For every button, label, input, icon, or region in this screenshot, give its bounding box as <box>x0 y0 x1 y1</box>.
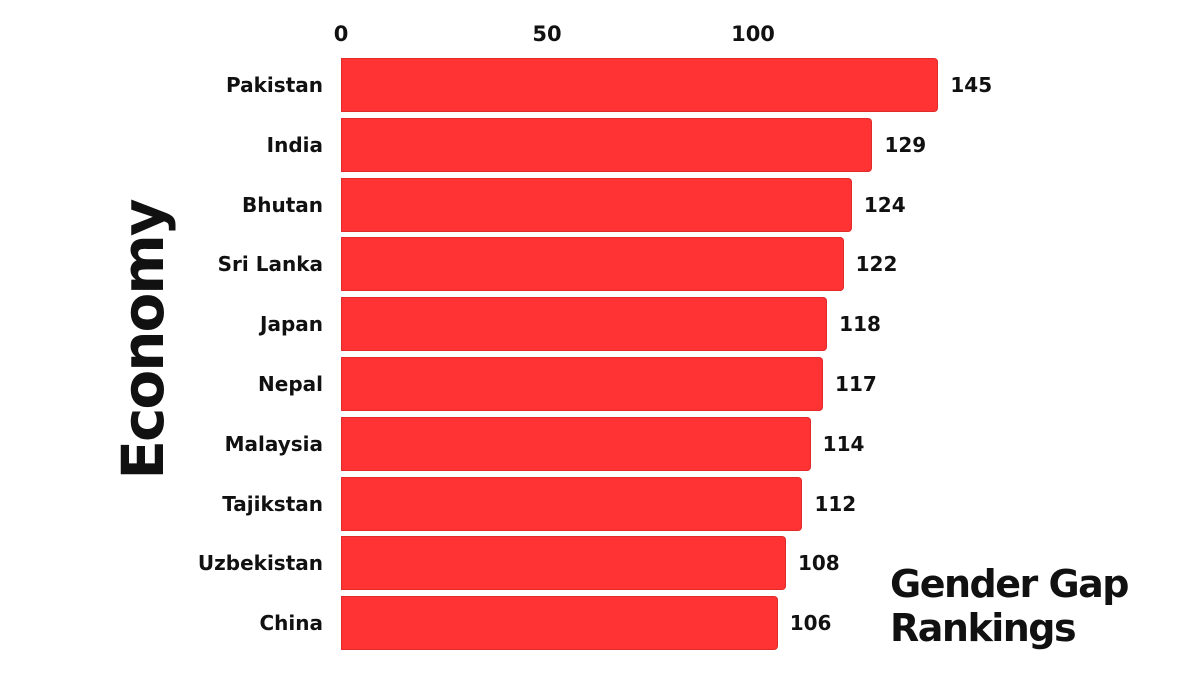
value-label: 114 <box>822 431 865 456</box>
category-label: Malaysia <box>224 431 323 456</box>
category-label: Tajikstan <box>222 491 323 516</box>
bar-row: Pakistan 145 <box>0 58 1200 112</box>
bar <box>341 476 803 531</box>
bar-row: Uzbekistan 108 <box>0 536 1200 591</box>
category-label: Japan <box>260 312 323 337</box>
bar <box>341 237 844 292</box>
value-label: 106 <box>789 611 832 636</box>
value-label: 112 <box>814 491 857 516</box>
category-label: Pakistan <box>226 73 323 97</box>
category-label: China <box>259 611 323 636</box>
value-label: 124 <box>863 192 906 217</box>
bar-row: Bhutan 124 <box>0 177 1200 232</box>
bar <box>341 58 939 112</box>
bar-row: Malaysia 114 <box>0 416 1200 471</box>
x-tick-100: 100 <box>731 22 775 46</box>
value-label: 129 <box>884 132 927 157</box>
value-label: 117 <box>835 372 877 396</box>
category-label: Nepal <box>258 372 323 396</box>
x-tick-0: 0 <box>333 22 349 46</box>
bar <box>341 536 786 591</box>
value-label: 145 <box>950 73 993 97</box>
bar-row: China 106 <box>0 596 1200 651</box>
value-label: 118 <box>839 312 881 337</box>
chart-title-line2: Rankings <box>890 606 1077 650</box>
bar <box>341 416 811 471</box>
category-label: India <box>266 132 323 157</box>
bar-row: Nepal 117 <box>0 357 1200 411</box>
bar <box>341 297 828 352</box>
value-label: 108 <box>797 551 840 576</box>
bar-row: Tajikstan 112 <box>0 476 1200 531</box>
bar-row: India 129 <box>0 117 1200 172</box>
bar-row: Japan 118 <box>0 297 1200 352</box>
bar <box>341 596 778 651</box>
bar-row: Sri Lanka 122 <box>0 237 1200 292</box>
chart-title-line1: Gender Gap <box>890 562 1130 606</box>
category-label: Uzbekistan <box>197 551 323 576</box>
chart-title: Gender Gap Rankings <box>890 562 1130 650</box>
bar <box>341 177 852 232</box>
category-label: Sri Lanka <box>217 252 323 277</box>
category-label: Bhutan <box>241 192 323 217</box>
bar <box>341 117 873 172</box>
x-tick-50: 50 <box>532 22 562 46</box>
value-label: 122 <box>855 252 898 277</box>
bar <box>341 357 824 411</box>
